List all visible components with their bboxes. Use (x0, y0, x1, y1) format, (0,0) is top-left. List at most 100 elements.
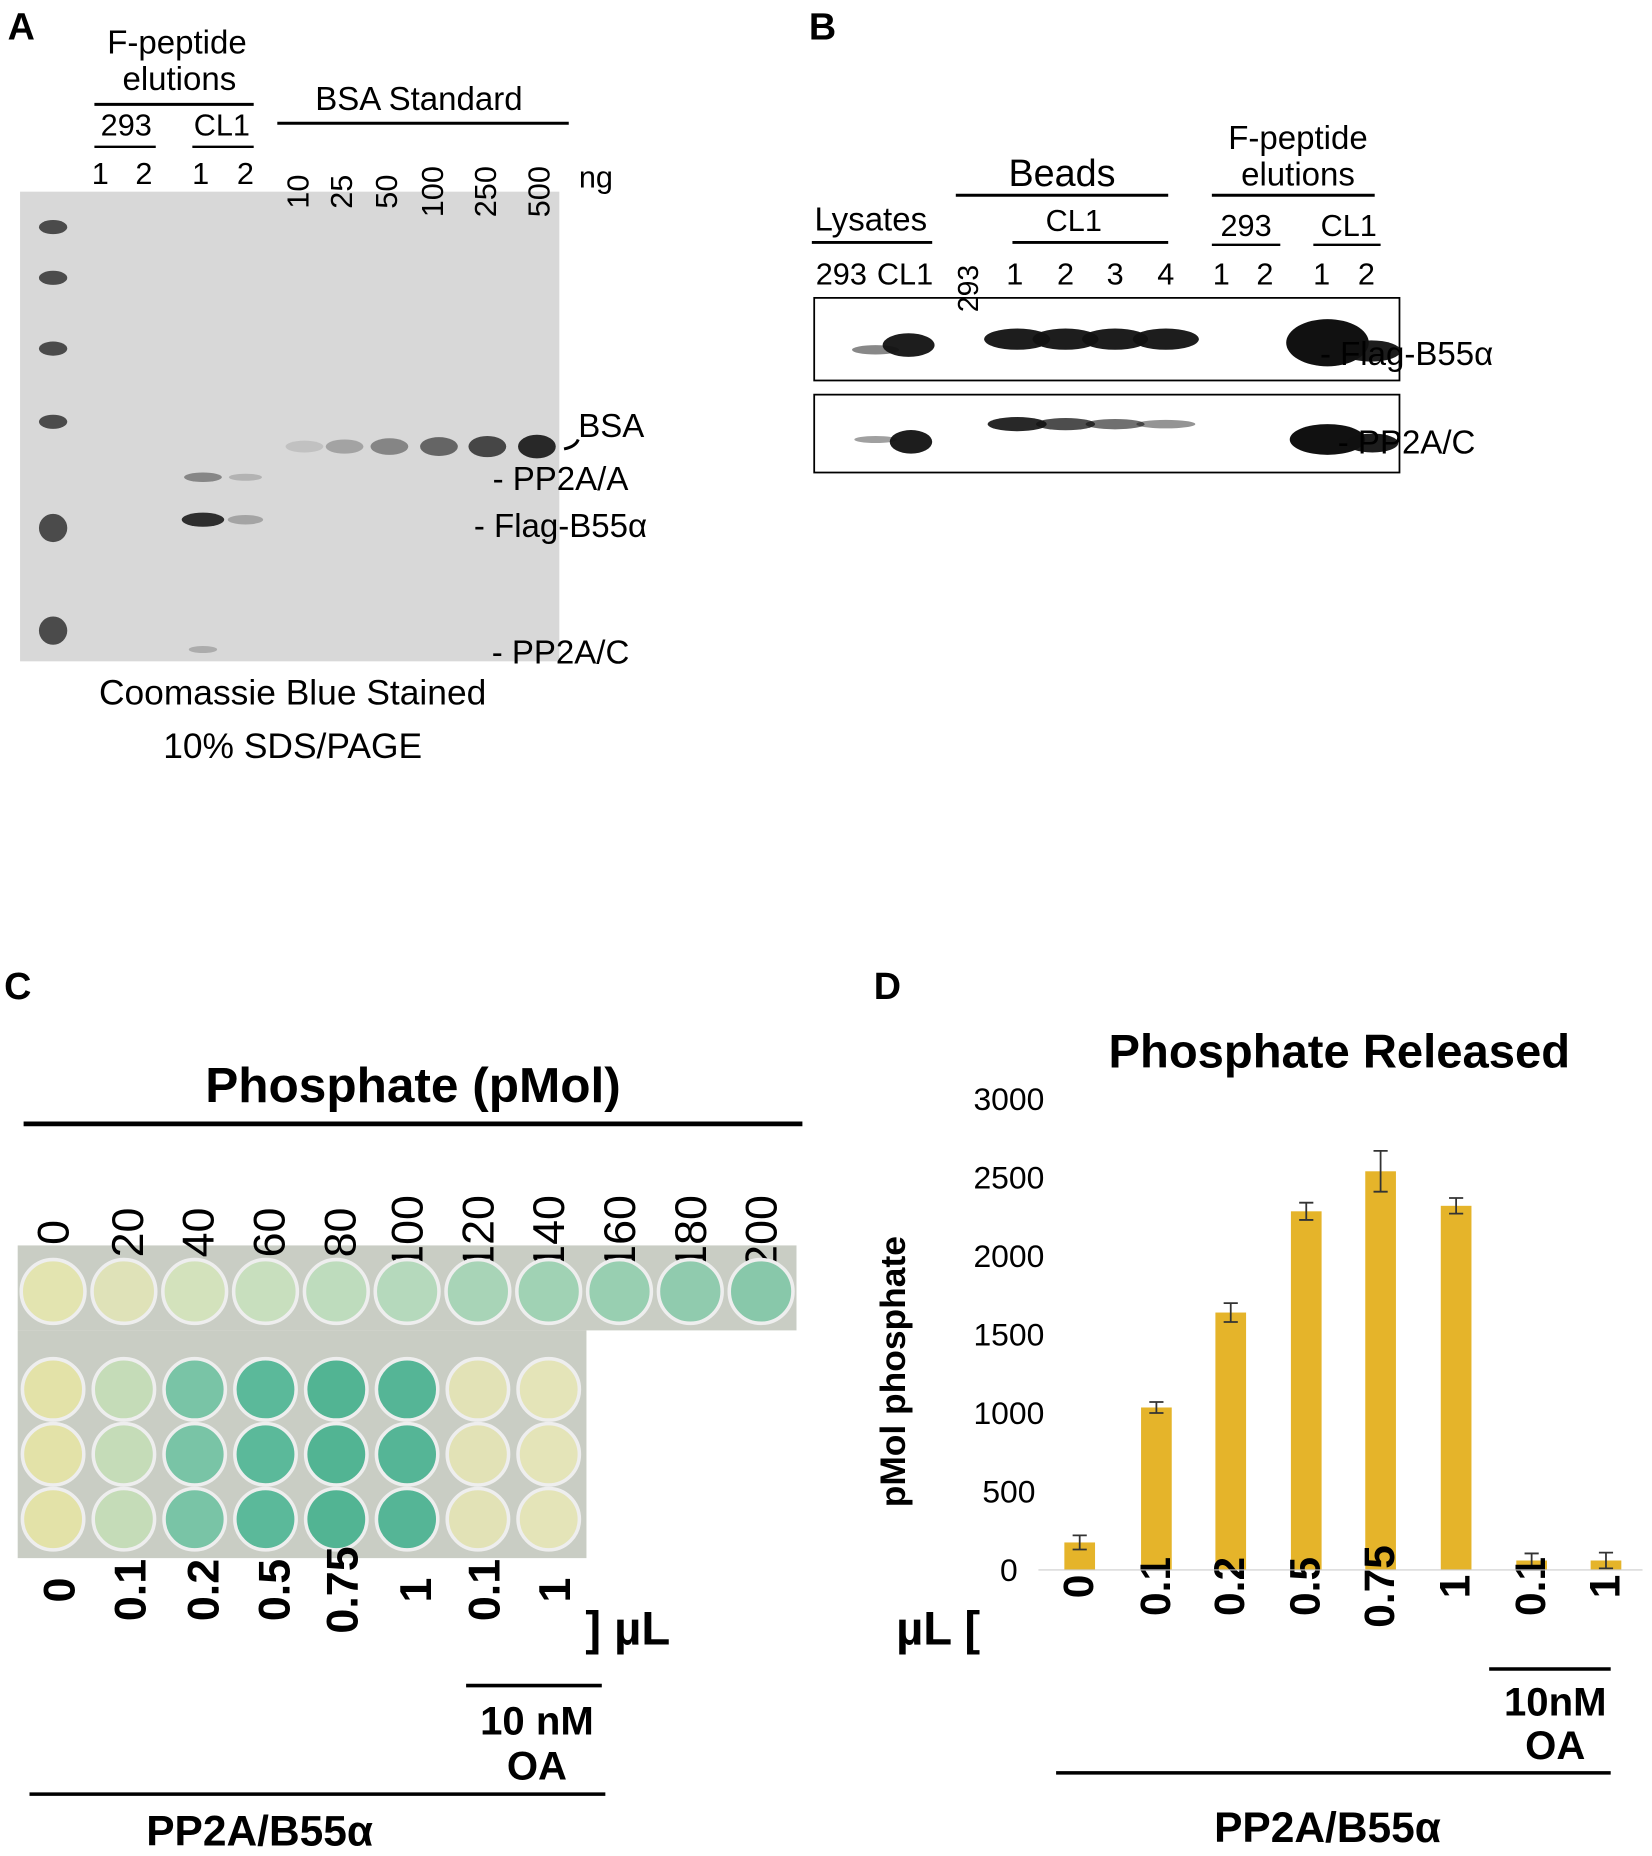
panel-letter: A (8, 5, 35, 47)
label: 500 (522, 166, 556, 217)
well (656, 1257, 724, 1326)
label: CL1 (194, 109, 250, 143)
band (889, 430, 933, 454)
bar (1440, 1205, 1472, 1570)
band (987, 417, 1047, 432)
label: 10 nM (480, 1698, 594, 1743)
label: 50 (370, 175, 404, 209)
well (20, 1356, 86, 1422)
well (445, 1421, 511, 1487)
error-bar (1524, 1552, 1539, 1569)
error-bar (1223, 1302, 1238, 1323)
band (227, 515, 264, 525)
well (374, 1486, 440, 1552)
error-bar (1373, 1150, 1388, 1193)
label: 140 (523, 1195, 574, 1270)
well (373, 1257, 441, 1326)
band (518, 434, 556, 459)
panel-letter: C (4, 965, 31, 1007)
label: 1 (92, 157, 109, 191)
band (984, 328, 1051, 350)
label: OA (1525, 1723, 1585, 1768)
label: 2 (237, 157, 254, 191)
x-tick-label: 0 (1056, 1575, 1103, 1599)
label: 2 (1256, 257, 1273, 291)
band (1082, 328, 1149, 350)
label: 10 (282, 175, 316, 209)
x-tick-label: 0.2 (1207, 1557, 1254, 1616)
band (184, 472, 222, 482)
label: 2 (1358, 257, 1375, 291)
label: 0.75 (317, 1546, 368, 1633)
label: BSA (578, 407, 644, 444)
x-tick-label: 1 (1433, 1575, 1480, 1599)
y-axis-label: pMol phosphate (874, 1236, 913, 1507)
x-tick-label: 0.1 (1508, 1557, 1555, 1616)
y-tick-label: 500 (982, 1473, 1035, 1509)
label: 25 (325, 175, 359, 209)
bracket (563, 438, 580, 451)
label: 1 (529, 1578, 580, 1603)
y-tick-label: 1000 (973, 1395, 1044, 1431)
label: elutions (1241, 155, 1355, 192)
error-bar (1598, 1551, 1614, 1570)
well (19, 1257, 87, 1326)
label: 1 (1313, 257, 1330, 291)
label: Lysates (815, 200, 928, 237)
label: Beads (1008, 152, 1115, 194)
error-bar (1299, 1201, 1314, 1221)
label: 293 (101, 109, 152, 143)
label: F-peptide (107, 23, 246, 60)
label: 1 (1213, 257, 1230, 291)
well (445, 1486, 511, 1552)
x-tick-label: 0.75 (1357, 1545, 1404, 1628)
label: 293 (816, 257, 867, 291)
well (303, 1486, 369, 1552)
well (303, 1356, 369, 1422)
band (370, 438, 409, 455)
well (516, 1486, 582, 1552)
label: PP2A/B55α (1214, 1805, 1441, 1852)
label: CL1 (877, 257, 933, 291)
y-tick-label: 3000 (973, 1081, 1044, 1117)
band (38, 220, 68, 235)
label: PP2A/B55α (146, 1808, 373, 1855)
bar (1215, 1312, 1247, 1570)
gel-a (20, 191, 560, 662)
error-bar (1149, 1401, 1164, 1414)
label: 180 (665, 1195, 716, 1270)
label: 1 (390, 1578, 441, 1603)
x-tick-label: 1 (1582, 1575, 1629, 1599)
well (91, 1356, 157, 1422)
label: - Flag-B55α (1320, 335, 1493, 372)
label: 20 (102, 1208, 153, 1258)
band (1036, 418, 1096, 431)
well (516, 1356, 582, 1422)
label: 1 (192, 157, 209, 191)
well (516, 1421, 582, 1487)
label: 100 (382, 1195, 433, 1270)
well (91, 1486, 157, 1552)
band (38, 513, 68, 543)
well (727, 1257, 795, 1326)
label: 3 (1107, 257, 1124, 291)
y-tick-label: 2500 (973, 1160, 1044, 1196)
x-tick-label: 0.1 (1133, 1557, 1180, 1616)
band (181, 512, 225, 527)
label: 60 (244, 1208, 295, 1258)
well (162, 1486, 228, 1552)
label: 1 (1006, 257, 1023, 291)
well (162, 1421, 228, 1487)
band (38, 270, 68, 285)
label: 293 (953, 265, 985, 312)
well (374, 1421, 440, 1487)
label: Coomassie Blue Stained (99, 674, 486, 713)
label: 40 (173, 1208, 224, 1258)
label: 120 (452, 1195, 503, 1270)
y-tick-label: 1500 (973, 1317, 1044, 1353)
well (303, 1421, 369, 1487)
label: - Flag-B55α (474, 507, 647, 544)
well (515, 1257, 583, 1326)
well (91, 1421, 157, 1487)
